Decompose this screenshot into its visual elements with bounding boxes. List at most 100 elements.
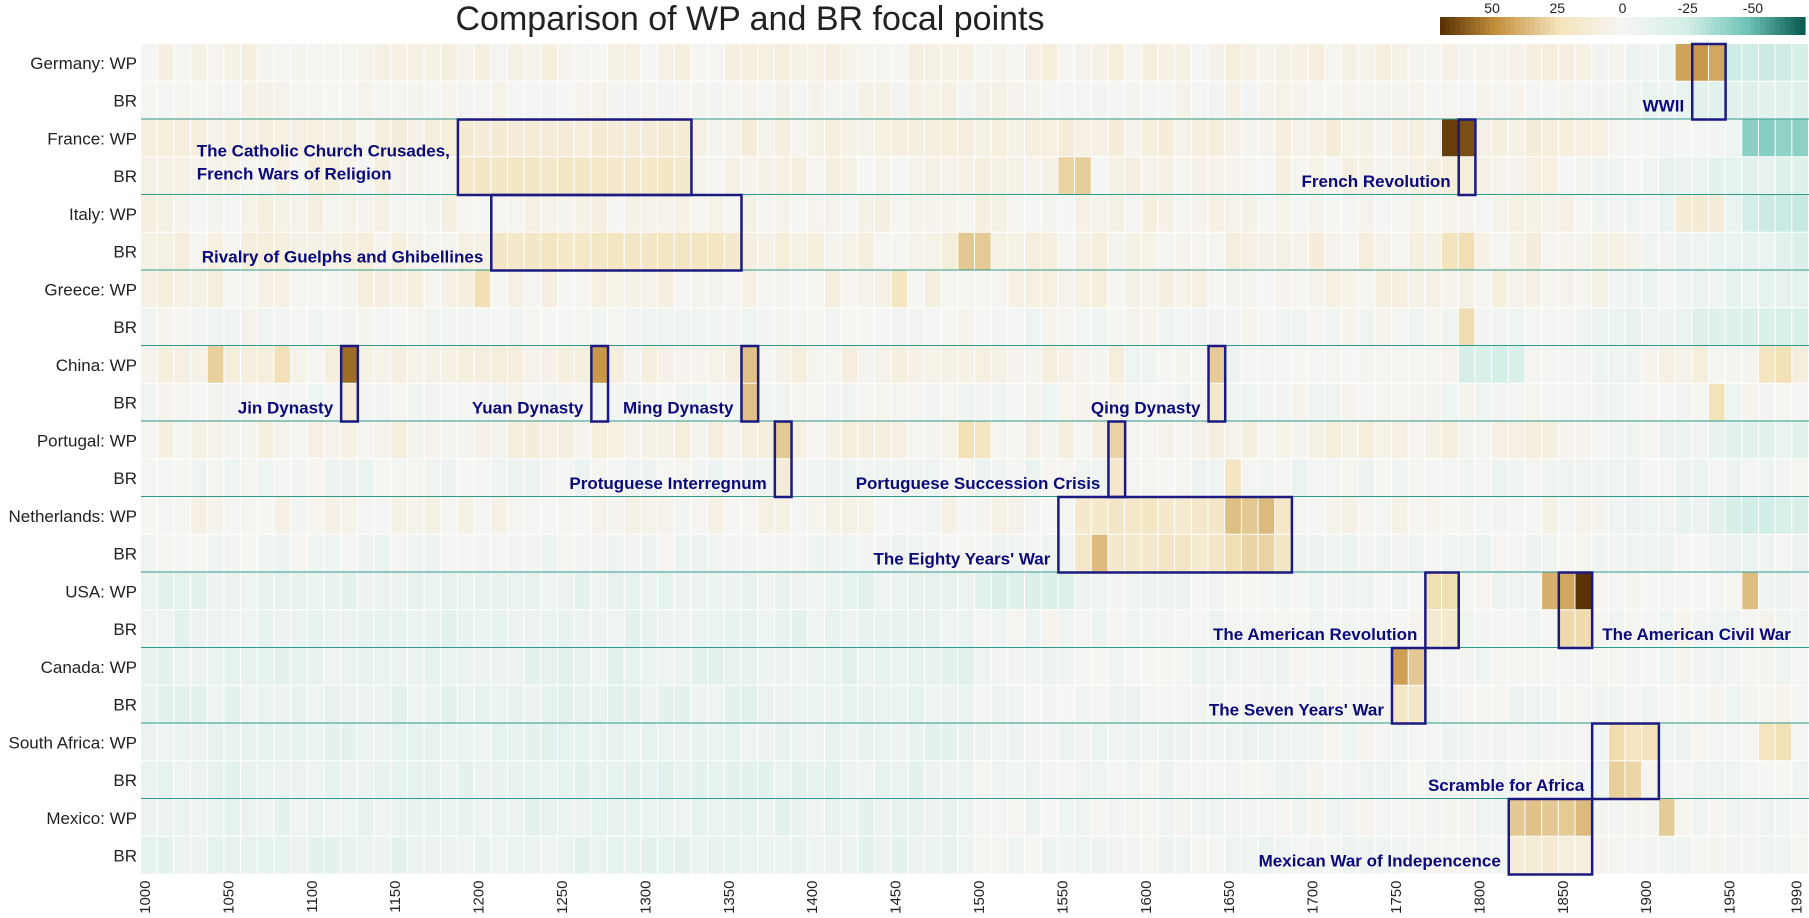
heatmap-cell	[374, 346, 391, 383]
heatmap-cell	[791, 497, 808, 534]
heatmap-cell	[1191, 421, 1208, 459]
heatmap-cell	[457, 421, 474, 459]
heatmap-cell	[274, 836, 291, 874]
heatmap-cell	[1575, 836, 1592, 874]
heatmap-cell	[1075, 534, 1091, 572]
heatmap-cell	[191, 44, 207, 81]
heatmap-cell	[824, 610, 841, 647]
heatmap-cell	[374, 723, 391, 761]
heatmap-cell	[1341, 308, 1358, 345]
heatmap-cell	[241, 685, 257, 723]
heatmap-cell	[1692, 44, 1708, 81]
heatmap-cell	[1108, 346, 1125, 383]
x-tick-label: 1200	[471, 881, 488, 914]
heatmap-cell	[207, 836, 224, 874]
heatmap-cell	[1392, 497, 1408, 534]
heatmap-cell	[1725, 761, 1742, 798]
heatmap-cell	[1275, 421, 1291, 459]
heatmap-cell	[191, 610, 207, 647]
heatmap-cell	[1575, 799, 1592, 836]
heatmap-cell	[841, 270, 858, 308]
heatmap-cell	[1708, 799, 1725, 836]
heatmap-cell	[741, 44, 758, 81]
heatmap-cell	[1125, 685, 1141, 723]
heatmap-cell	[1758, 648, 1775, 685]
heatmap-cell	[1742, 270, 1758, 308]
heatmap-cell	[141, 534, 157, 572]
colorbar-swatch	[1480, 17, 1486, 35]
heatmap-cell	[624, 81, 641, 119]
heatmap-cell	[908, 534, 924, 572]
heatmap-cell	[1658, 195, 1675, 232]
heatmap-cell	[1708, 270, 1725, 308]
heatmap-cell	[324, 157, 341, 194]
heatmap-cell	[1291, 157, 1308, 194]
heatmap-cell	[1542, 648, 1558, 685]
heatmap-cell	[574, 685, 591, 723]
heatmap-cell	[941, 308, 958, 345]
heatmap-cell	[191, 232, 207, 270]
heatmap-cell	[1525, 497, 1542, 534]
heatmap-cell	[324, 648, 341, 685]
heatmap-cell	[1275, 270, 1291, 308]
heatmap-cell	[1708, 497, 1725, 534]
heatmap-cell	[307, 119, 324, 157]
heatmap-cell	[1508, 459, 1525, 496]
heatmap-cell	[224, 648, 241, 685]
heatmap-cell	[891, 346, 908, 383]
heatmap-cell	[1041, 685, 1058, 723]
heatmap-cell	[1775, 232, 1792, 270]
heatmap-cell	[1358, 44, 1375, 81]
heatmap-cell	[774, 799, 791, 836]
heatmap-cell	[191, 497, 207, 534]
heatmap-cell	[524, 836, 541, 874]
heatmap-cell	[1341, 723, 1358, 761]
heatmap-cell	[1141, 44, 1158, 81]
heatmap-cell	[724, 308, 741, 345]
heatmap-cell	[724, 459, 741, 496]
heatmap-cell	[1241, 685, 1258, 723]
colorbar-swatch	[1520, 17, 1526, 35]
colorbar-swatch	[1600, 17, 1606, 35]
heatmap-cell	[207, 421, 224, 459]
heatmap-cell	[1041, 119, 1058, 157]
heatmap-cell	[958, 119, 974, 157]
heatmap-cell	[791, 685, 808, 723]
heatmap-cell	[1675, 232, 1692, 270]
colorbar-swatch	[1745, 17, 1751, 35]
heatmap-cell	[658, 383, 674, 421]
heatmap-cell	[1458, 232, 1475, 270]
heatmap-cell	[1425, 119, 1442, 157]
heatmap-cell	[874, 81, 891, 119]
heatmap-cell	[608, 383, 624, 421]
heatmap-cell	[975, 308, 991, 345]
heatmap-cell	[1658, 459, 1675, 496]
heatmap-cell	[1725, 723, 1742, 761]
heatmap-cell	[457, 459, 474, 496]
heatmap-cell	[1642, 610, 1658, 647]
heatmap-cell	[1542, 383, 1558, 421]
heatmap-cell	[1592, 610, 1608, 647]
heatmap-cell	[658, 346, 674, 383]
colorbar-swatch	[1735, 17, 1741, 35]
colorbar-swatch	[1575, 17, 1581, 35]
heatmap-cell	[407, 685, 424, 723]
heatmap-cell	[958, 270, 974, 308]
heatmap-cell	[808, 157, 824, 194]
heatmap-cell	[874, 648, 891, 685]
colorbar-swatch	[1565, 17, 1571, 35]
heatmap-cell	[1775, 497, 1792, 534]
heatmap-cell	[1408, 799, 1425, 836]
heatmap-cell	[1492, 836, 1508, 874]
heatmap-cell	[941, 195, 958, 232]
heatmap-cell	[274, 685, 291, 723]
heatmap-cell	[1675, 346, 1692, 383]
heatmap-cell	[374, 195, 391, 232]
heatmap-cell	[891, 836, 908, 874]
heatmap-cell	[274, 81, 291, 119]
heatmap-cell	[1041, 157, 1058, 194]
heatmap-cell	[1325, 270, 1341, 308]
heatmap-cell	[174, 270, 191, 308]
heatmap-cell	[691, 648, 708, 685]
heatmap-cell	[441, 648, 457, 685]
